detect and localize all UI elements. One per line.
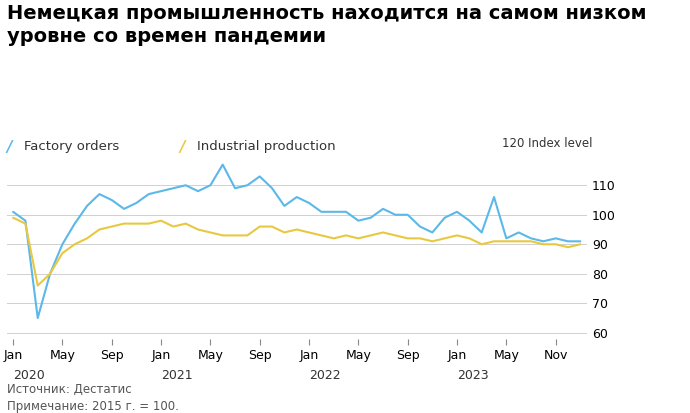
Text: 2022: 2022 — [309, 369, 341, 382]
Text: 2020: 2020 — [13, 369, 45, 382]
Text: 2023: 2023 — [457, 369, 489, 382]
Text: /: / — [179, 140, 185, 155]
Text: Источник: Дестатис
Примечание: 2015 г. = 100.: Источник: Дестатис Примечание: 2015 г. =… — [7, 383, 179, 413]
Text: 2021: 2021 — [161, 369, 193, 382]
Text: Factory orders: Factory orders — [24, 140, 119, 153]
Text: Industrial production: Industrial production — [197, 140, 335, 153]
Text: Немецкая промышленность находится на самом низком
уровне со времен пандемии: Немецкая промышленность находится на сам… — [7, 4, 647, 46]
Text: /: / — [7, 140, 12, 155]
Text: 120 Index level: 120 Index level — [502, 137, 592, 150]
